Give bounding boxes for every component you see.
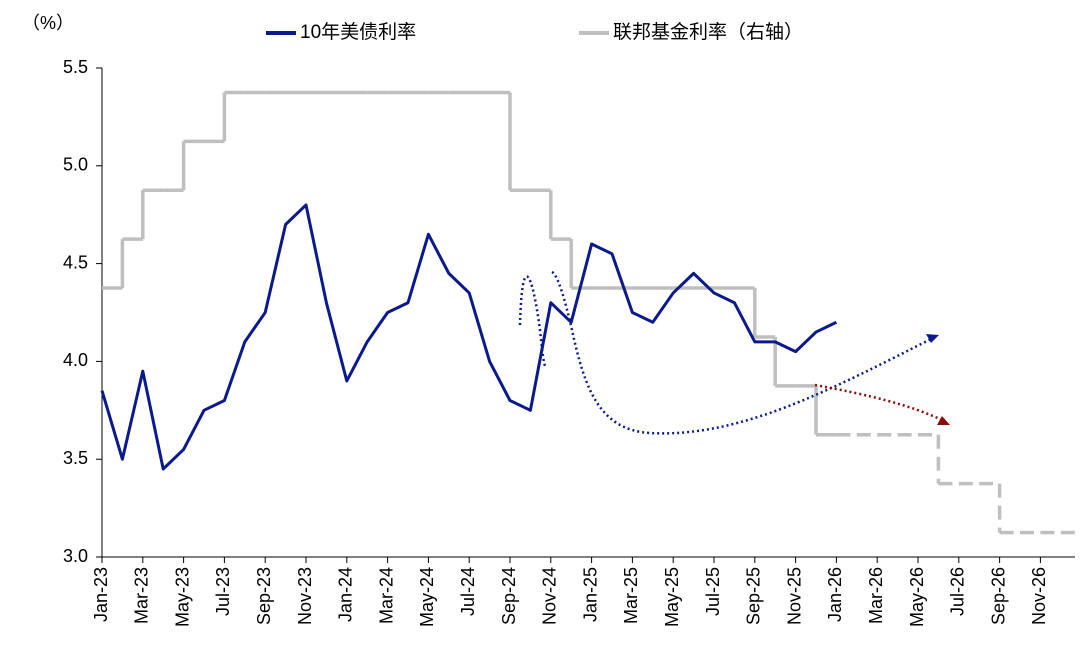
x-tick-label: Mar-24 (376, 567, 396, 624)
y-tick-label: 3.5 (63, 448, 88, 468)
x-tick-label: Jan-26 (825, 567, 845, 622)
x-tick-label: Nov-24 (540, 567, 560, 625)
x-tick-label: Jan-25 (580, 567, 600, 622)
x-tick-label: May-25 (662, 567, 682, 627)
x-tick-label: Jul-25 (703, 567, 723, 616)
x-tick-label: Sep-23 (254, 567, 274, 625)
x-tick-label: Jan-23 (91, 567, 111, 622)
annotations (518, 270, 943, 435)
x-tick-label: Nov-25 (784, 567, 804, 625)
x-tick-label: Nov-26 (1029, 567, 1049, 625)
x-tick-label: May-26 (907, 567, 927, 627)
y-tick-label: 4.5 (63, 252, 88, 272)
y-tick-label: 3.0 (63, 546, 88, 566)
y-tick-label: 5.0 (63, 155, 88, 175)
y-unit: （%） (22, 13, 74, 33)
x-tick-label: Nov-23 (295, 567, 315, 625)
x-tick-label: Mar-26 (866, 567, 886, 624)
y-tick-label: 4.0 (63, 350, 88, 370)
x-tick-label: Jul-23 (213, 567, 233, 616)
series-line (100, 203, 838, 471)
legend-label: 联邦基金利率（右轴） (613, 21, 803, 43)
arrow-head (926, 334, 939, 343)
y-tick-label: 5.5 (63, 57, 88, 77)
trend-arrow (551, 270, 936, 435)
x-tick-label: May-23 (172, 567, 192, 627)
x-tick-label: Jan-24 (336, 567, 356, 622)
x-tick-label: Jul-26 (948, 567, 968, 616)
trend-arrow (518, 275, 548, 368)
trend-arrow (814, 383, 943, 422)
x-tick-label: Sep-25 (744, 567, 764, 625)
plot-area: 3.0 3.5 4.0 4.5 5.0 5.5 Jan-23 Mar-23 May-23 Jul-… (63, 57, 1075, 627)
x-tick-label: Mar-23 (132, 567, 152, 624)
arrow-head (937, 416, 950, 425)
legend-label: 10年美债利率 (300, 21, 416, 43)
x-tick-label: May-24 (417, 567, 437, 627)
x-tick-label: Mar-25 (621, 567, 641, 624)
x-tick-label: Jul-24 (458, 567, 478, 616)
x-tick-label: Sep-24 (499, 567, 519, 625)
x-tick-label: Sep-26 (988, 567, 1008, 625)
